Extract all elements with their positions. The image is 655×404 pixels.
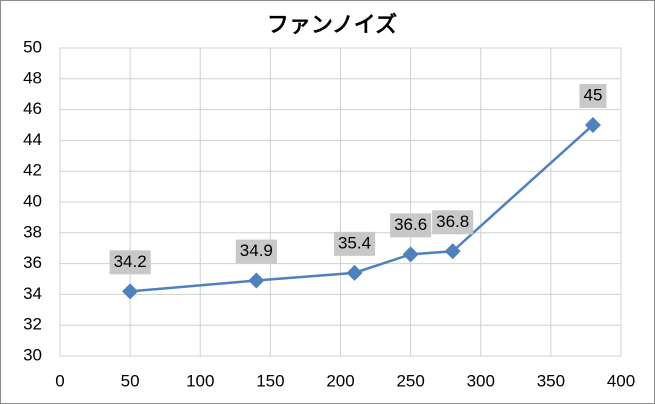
data-label-box — [579, 84, 607, 108]
data-label-box — [333, 231, 376, 256]
data-label-box — [390, 213, 432, 238]
y-tick-label: 48 — [23, 68, 42, 87]
data-label: 35.4 — [338, 233, 371, 252]
line — [130, 124, 594, 293]
y-tick-label: 40 — [23, 191, 42, 210]
data-label: 36.8 — [436, 212, 469, 231]
x-tick-label: 200 — [326, 371, 354, 390]
data-label-box — [432, 210, 474, 235]
y-tick-label: 46 — [23, 99, 42, 118]
marker — [248, 272, 265, 289]
data-label: 34.9 — [240, 241, 273, 260]
marker — [584, 117, 601, 133]
x-tick-label: 150 — [256, 371, 284, 390]
y-tick-label: 36 — [23, 253, 42, 272]
y-tick-label: 34 — [23, 284, 42, 303]
plot-border — [59, 47, 622, 357]
marker — [346, 264, 363, 281]
data-label-box — [109, 250, 151, 275]
x-tick-label: 100 — [186, 371, 214, 390]
chart-title: ファンノイズ — [267, 12, 397, 37]
x-tick-label: 350 — [537, 371, 565, 390]
x-tick-label: 300 — [467, 371, 495, 390]
data-label: 36.6 — [394, 215, 427, 234]
y-tick-label: 30 — [23, 345, 42, 364]
x-tick-label: 400 — [607, 371, 635, 390]
marker — [122, 283, 139, 300]
data-label: 45 — [583, 85, 602, 104]
x-tick-label: 250 — [396, 371, 424, 390]
x-tick-label: 0 — [55, 371, 64, 390]
y-tick-label: 44 — [23, 130, 42, 149]
marker — [444, 243, 461, 260]
y-tick-label: 38 — [23, 222, 42, 241]
data-label: 34.2 — [114, 252, 147, 271]
marker — [402, 246, 419, 263]
y-tick-label: 50 — [23, 37, 42, 56]
data-label-box — [235, 239, 277, 264]
y-tick-label: 32 — [23, 315, 42, 334]
x-tick-label: 50 — [121, 371, 140, 390]
y-tick-label: 42 — [23, 161, 42, 180]
